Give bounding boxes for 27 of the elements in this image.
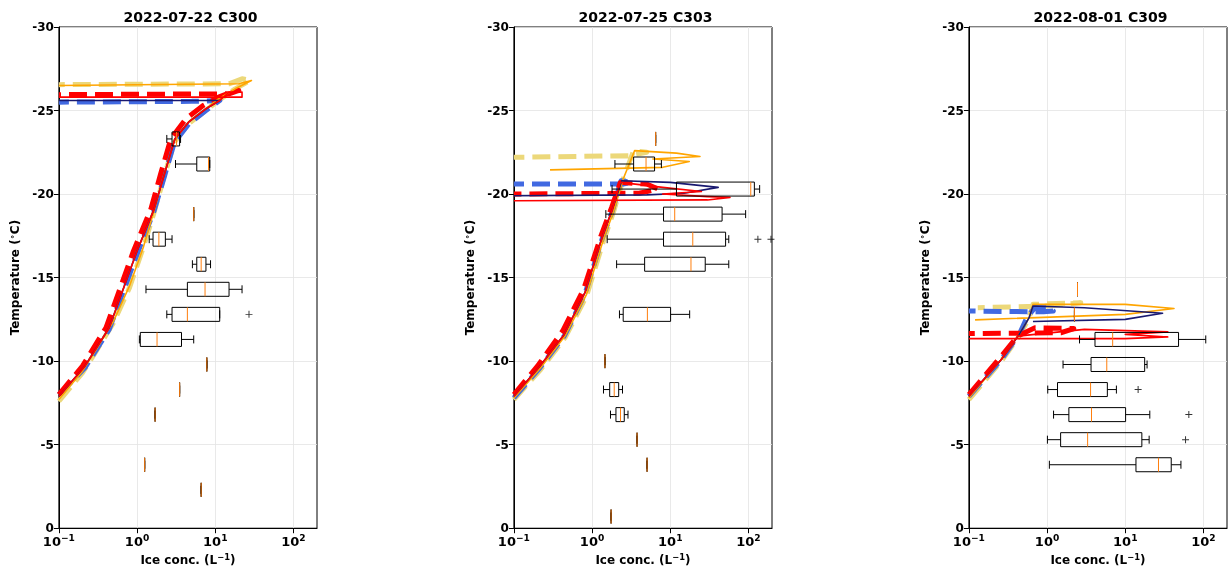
y-tick-label: -5 [950,437,964,452]
y-tick-label: -20 [487,187,509,202]
y-tick-label: 0 [45,521,54,536]
y-tick-label: -25 [487,103,509,118]
y-axis-title: Temperature (∘C) [7,219,23,336]
chart-title: 2022-08-01 C309 [1033,9,1168,25]
y-tick-label: 0 [955,521,964,536]
chart-title: 2022-07-25 C303 [578,9,713,25]
y-tick-label: -25 [32,103,54,118]
y-tick-label: -10 [32,354,54,369]
y-tick-label: -15 [32,270,54,285]
y-tick-label: -15 [942,270,964,285]
y-tick-label: -25 [942,103,964,118]
y-tick-label: -30 [942,20,964,34]
chart-title: 2022-07-22 C300 [123,9,258,25]
y-axis-title: Temperature (∘C) [462,219,478,336]
y-tick-label: -30 [32,20,54,34]
y-tick-label: -20 [942,187,964,202]
y-tick-label: -30 [487,20,509,34]
y-tick-label: -10 [942,354,964,369]
y-tick-label: -20 [32,187,54,202]
y-tick-label: -5 [495,437,509,452]
y-tick-label: -15 [487,270,509,285]
y-tick-label: 0 [500,521,509,536]
y-axis-title: Temperature (∘C) [917,219,933,336]
y-tick-label: -5 [40,437,54,452]
y-tick-label: -10 [487,354,509,369]
